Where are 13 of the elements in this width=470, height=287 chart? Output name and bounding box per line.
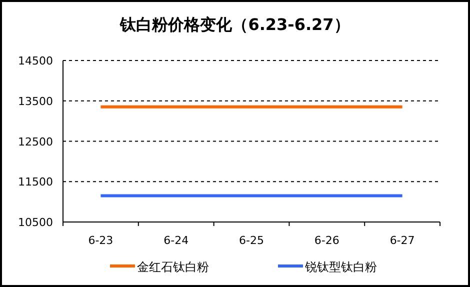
y-tick-label: 12500	[18, 135, 53, 148]
x-tick-label: 6-23	[88, 234, 114, 247]
y-tick-label: 14500	[18, 54, 53, 68]
y-tick-label: 13500	[18, 94, 53, 108]
y-tick-label: 10500	[18, 216, 53, 229]
legend-label: 锐钛型钛白粉	[304, 260, 377, 274]
legend-label: 金红石钛白粉	[137, 260, 209, 274]
x-tick-label: 6-25	[239, 234, 264, 247]
x-tick-label: 6-26	[314, 234, 340, 247]
chart-title: 钛白粉价格变化（6.23-6.27）	[119, 15, 350, 34]
x-tick-label: 6-24	[164, 234, 189, 247]
y-tick-label: 11500	[18, 176, 53, 189]
x-tick-label: 6-27	[390, 234, 415, 247]
